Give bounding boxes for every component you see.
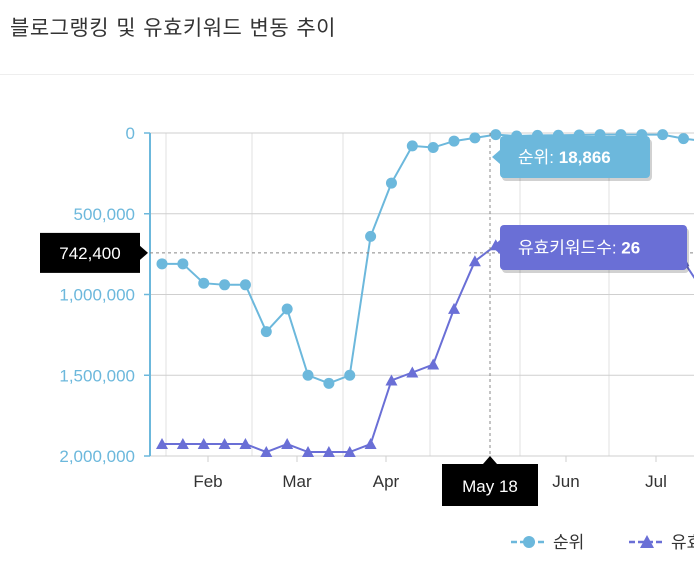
data-point-triangle[interactable] bbox=[218, 438, 231, 450]
tooltip-bg bbox=[500, 136, 650, 178]
y-tick-label: 500,000 bbox=[74, 205, 135, 224]
series-line-2 bbox=[162, 244, 694, 454]
data-point-triangle[interactable] bbox=[197, 438, 210, 450]
grid-lines bbox=[150, 132, 694, 457]
legend-label: 유효키워드수 bbox=[671, 533, 694, 553]
x-tick-label: Apr bbox=[373, 472, 400, 491]
crosshair: 742,400 May 18 bbox=[40, 133, 694, 506]
data-point-circle[interactable] bbox=[323, 377, 335, 389]
data-point-triangle[interactable] bbox=[427, 358, 440, 370]
tooltip-text: 유효키워드수: 26 bbox=[518, 239, 640, 258]
tooltip-value: 26 bbox=[621, 239, 640, 258]
data-point-circle[interactable] bbox=[281, 303, 293, 315]
data-point-triangle[interactable] bbox=[239, 438, 252, 450]
legend-item-2[interactable]: 유효키워드수 bbox=[629, 533, 694, 553]
data-point-circle[interactable] bbox=[365, 230, 377, 242]
data-point-circle[interactable] bbox=[657, 129, 669, 141]
y-tick-label: 0 bbox=[126, 124, 135, 143]
data-point-triangle[interactable] bbox=[406, 366, 419, 378]
data-point-triangle[interactable] bbox=[176, 438, 189, 450]
y-tick-label: 1,500,000 bbox=[59, 366, 135, 385]
tooltip-2: 유효키워드수: 26 bbox=[492, 225, 689, 273]
data-point-circle[interactable] bbox=[260, 326, 272, 338]
data-point-triangle[interactable] bbox=[156, 438, 168, 450]
data-point-circle[interactable] bbox=[385, 177, 397, 189]
tooltip-label: 유효키워드수: bbox=[518, 239, 621, 258]
data-point-circle[interactable] bbox=[344, 369, 356, 381]
tooltip-label: 순위: bbox=[518, 148, 559, 167]
y-tick-label: 1,000,000 bbox=[59, 286, 135, 305]
x-tick-label: Jul bbox=[645, 472, 667, 491]
legend-circle-icon bbox=[523, 536, 535, 548]
legend: 순위 유효키워드수 bbox=[511, 533, 694, 553]
crosshair-y-badge: 742,400 bbox=[40, 232, 148, 273]
series-line-1 bbox=[162, 133, 694, 385]
crosshair-x-badge-bg bbox=[442, 464, 538, 506]
data-point-triangle[interactable] bbox=[385, 374, 398, 386]
crosshair-y-label: 742,400 bbox=[59, 244, 120, 263]
axes: 0 500,000 1,000,000 1,500,000 2,000,000 Feb Ma… bbox=[59, 124, 667, 491]
tooltip-value: 18,866 bbox=[559, 148, 611, 167]
data-point-circle[interactable] bbox=[427, 142, 439, 154]
data-point-circle[interactable] bbox=[448, 135, 460, 147]
data-point-triangle[interactable] bbox=[343, 446, 356, 457]
data-point-circle[interactable] bbox=[469, 132, 481, 144]
crosshair-y-badge-arrow bbox=[140, 245, 148, 260]
crosshair-x-label: May 18 bbox=[462, 477, 518, 496]
data-point-triangle[interactable] bbox=[260, 446, 273, 457]
x-tick-label: Feb bbox=[193, 472, 222, 491]
tooltip-text: 순위: 18,866 bbox=[518, 148, 611, 167]
data-point-circle[interactable] bbox=[678, 133, 689, 145]
data-point-circle[interactable] bbox=[490, 129, 502, 141]
data-point-circle[interactable] bbox=[156, 258, 168, 270]
tooltip-arrow bbox=[492, 150, 500, 164]
data-point-circle[interactable] bbox=[239, 279, 251, 291]
data-point-triangle[interactable] bbox=[281, 438, 294, 450]
legend-triangle-icon bbox=[640, 535, 654, 548]
data-point-circle[interactable] bbox=[406, 140, 418, 152]
title-divider bbox=[0, 74, 694, 75]
x-tick-label: Mar bbox=[282, 472, 312, 491]
data-point-triangle[interactable] bbox=[468, 255, 481, 267]
tooltip-arrow bbox=[492, 240, 500, 254]
data-point-triangle[interactable] bbox=[448, 302, 461, 314]
data-point-circle[interactable] bbox=[177, 258, 189, 270]
data-point-triangle[interactable] bbox=[364, 438, 377, 450]
data-point-triangle[interactable] bbox=[302, 446, 315, 457]
x-tick-label: Jun bbox=[552, 472, 579, 491]
data-point-triangle[interactable] bbox=[322, 446, 335, 457]
chart-title: 블로그랭킹 및 유효키워드 변동 추이 bbox=[10, 16, 336, 40]
crosshair-y-badge-bg bbox=[40, 232, 140, 273]
data-point-circle[interactable] bbox=[219, 279, 231, 291]
tooltip-1: 순위: 18,866 bbox=[492, 136, 652, 181]
legend-item-1[interactable]: 순위 bbox=[511, 533, 584, 553]
crosshair-x-badge-arrow bbox=[483, 456, 497, 464]
tooltip-bg bbox=[500, 225, 687, 270]
data-point-circle[interactable] bbox=[198, 277, 210, 289]
legend-label: 순위 bbox=[553, 533, 584, 553]
crosshair-x-badge: May 18 bbox=[442, 456, 538, 506]
data-point-circle[interactable] bbox=[302, 369, 314, 381]
tooltips: 순위: 18,866 유효키워드수: 26 bbox=[492, 136, 689, 273]
y-tick-label: 2,000,000 bbox=[59, 447, 135, 466]
